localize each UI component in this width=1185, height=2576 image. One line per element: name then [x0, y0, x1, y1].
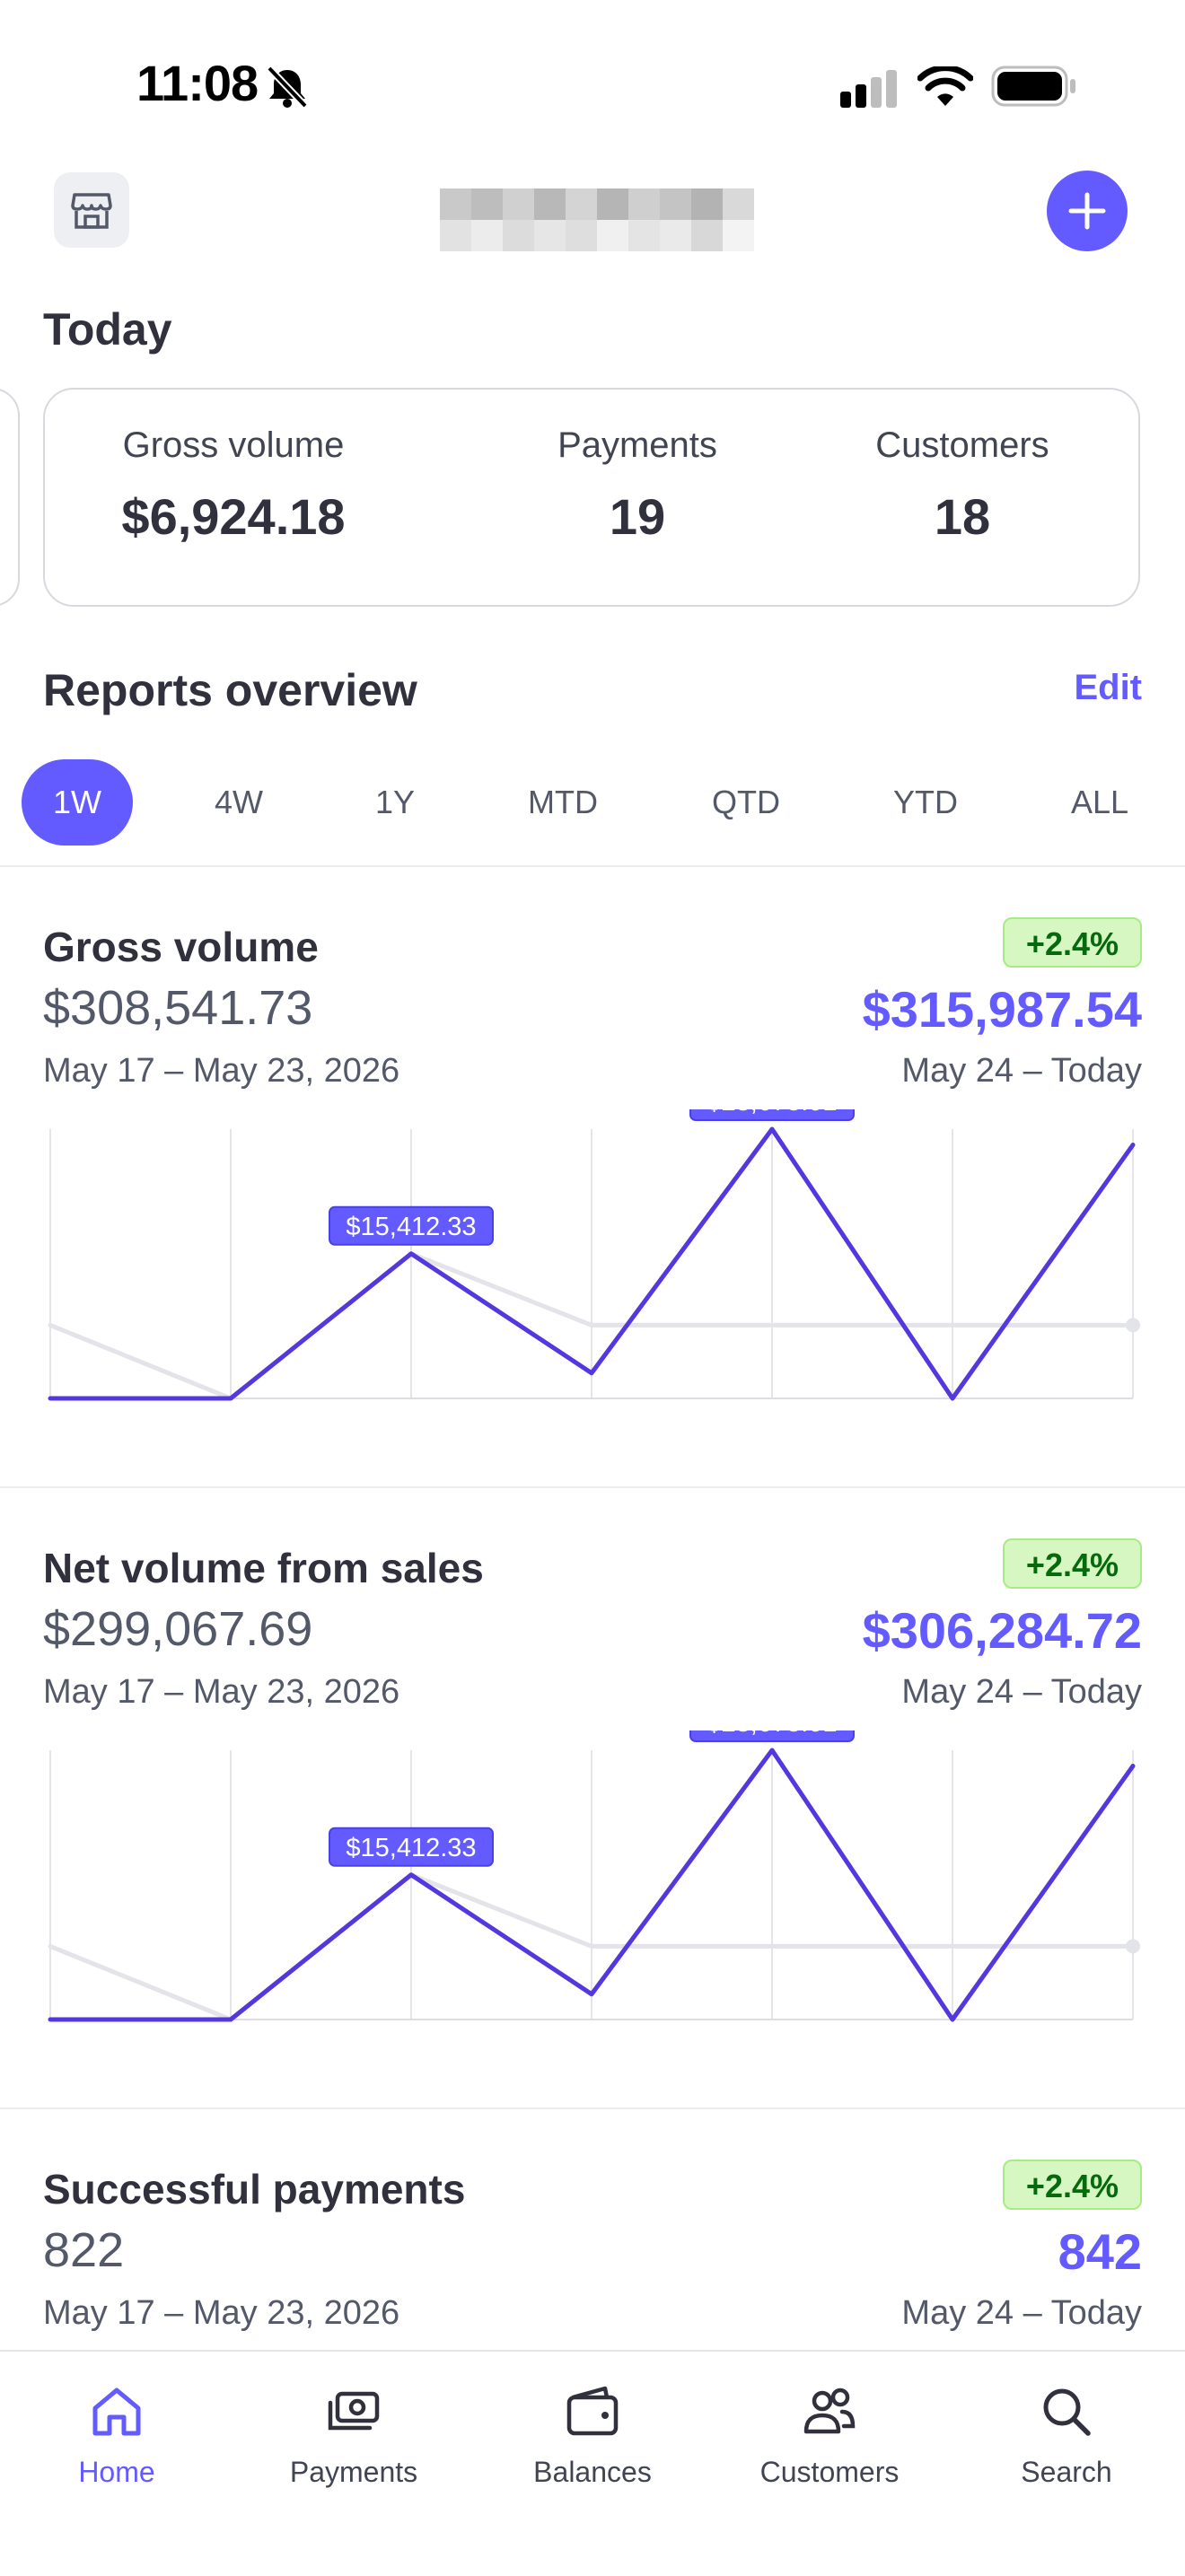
metric-customers: Customers 18	[828, 425, 1097, 546]
range-tab-all[interactable]: ALL	[1070, 784, 1129, 820]
report-title: Gross volume	[43, 924, 319, 970]
edit-button[interactable]: Edit	[1074, 668, 1142, 707]
nav-payments[interactable]: Payments	[255, 2379, 452, 2489]
divider	[0, 2107, 1185, 2109]
range-tab-1y[interactable]: 1Y	[374, 784, 416, 820]
chart-data-label-text: $28,675.01	[707, 1109, 837, 1117]
payments-icon	[328, 2391, 380, 2431]
chart-data-label: $15,412.33	[329, 1827, 494, 1867]
previous-range: May 17 – May 23, 2026	[43, 1052, 400, 1090]
change-badge: +2.4%	[1002, 2160, 1142, 2210]
metric-value: $6,924.18	[121, 488, 346, 545]
report-card-net-volume[interactable]: Net volume from sales +2.4% $299,067.69 …	[0, 1488, 1185, 2107]
store-button[interactable]	[54, 172, 129, 248]
status-time: 11:08	[136, 55, 259, 111]
nav-label: Payments	[289, 2456, 418, 2488]
previous-card-edge[interactable]	[0, 388, 20, 607]
metric-payments: Payments 19	[503, 425, 772, 546]
add-button[interactable]	[1047, 171, 1128, 251]
chart-series-current	[48, 1748, 1136, 2022]
chart-data-label-text: $15,412.33	[346, 1834, 476, 1862]
nav-home[interactable]: Home	[18, 2379, 215, 2489]
nav-label: Home	[78, 2456, 155, 2488]
nav-search[interactable]: Search	[968, 2379, 1165, 2489]
nav-label: Balances	[533, 2456, 652, 2488]
plus-icon	[1068, 192, 1106, 230]
reports-overview-title: Reports overview	[43, 665, 417, 715]
current-value: $306,284.72	[862, 1602, 1142, 1659]
previous-range: May 17 – May 23, 2026	[43, 1673, 400, 1711]
chart-data-label: $15,412.33	[329, 1205, 494, 1246]
current-range: May 24 – Today	[901, 1052, 1142, 1090]
previous-range: May 17 – May 23, 2026	[43, 2294, 400, 2332]
current-range: May 24 – Today	[901, 2294, 1142, 2332]
range-selector: 1W 4W 1Y MTD QTD YTD ALL	[0, 759, 1185, 846]
change-badge: +2.4%	[1002, 917, 1142, 968]
storefront-icon	[71, 193, 112, 229]
report-title: Successful payments	[43, 2166, 466, 2212]
change-badge: +2.4%	[1002, 1538, 1142, 1589]
bottom-nav: Home Payments Balances	[0, 2350, 1185, 2576]
range-tab-ytd[interactable]: YTD	[893, 784, 958, 820]
chart-point-previous-end	[1126, 1318, 1140, 1333]
home-icon	[92, 2388, 141, 2436]
bell-slash-icon	[267, 66, 308, 109]
range-tab-mtd[interactable]: MTD	[528, 784, 598, 820]
metric-label: Gross volume	[122, 425, 345, 465]
divider	[0, 865, 1185, 867]
current-value: $315,987.54	[862, 981, 1142, 1038]
previous-value: 822	[43, 2223, 125, 2277]
wifi-icon	[917, 66, 973, 106]
nav-label: Search	[1021, 2456, 1112, 2488]
today-summary-card[interactable]: Gross volume $6,924.18 Payments 19 Custo…	[43, 388, 1140, 607]
current-value: 842	[1058, 2223, 1142, 2280]
report-card-gross-volume[interactable]: Gross volume +2.4% $308,541.73 $315,987.…	[0, 867, 1185, 1486]
divider	[0, 1486, 1185, 1488]
current-range: May 24 – Today	[901, 1673, 1142, 1711]
nav-balances[interactable]: Balances	[494, 2379, 691, 2489]
today-title: Today	[43, 304, 172, 355]
chart-data-label-bg	[329, 1205, 494, 1246]
chart-data-label-bg	[689, 1109, 855, 1121]
chart-data-label-text: $28,675.01	[707, 1730, 837, 1738]
metric-label: Customers	[875, 425, 1049, 465]
nav-customers[interactable]: Customers	[731, 2379, 928, 2489]
chart-data-label-bg	[329, 1827, 494, 1867]
customers-icon	[803, 2388, 856, 2434]
net-volume-chart[interactable]: $15,412.33 $28,675.01	[0, 1730, 1185, 2036]
report-card-successful-payments[interactable]: Successful payments +2.4% 822 842 May 17…	[0, 2109, 1185, 2350]
chart-data-label: $28,675.01	[689, 1730, 855, 1742]
chart-series-current	[48, 1126, 1136, 1401]
range-tab-4w[interactable]: 4W	[215, 784, 263, 820]
chart-data-label-text: $15,412.33	[346, 1213, 476, 1241]
metric-value: 18	[934, 488, 991, 545]
chart-data-label: $28,675.01	[689, 1109, 855, 1121]
chart-data-label-bg	[689, 1730, 855, 1742]
metric-label: Payments	[557, 425, 717, 465]
search-icon	[1043, 2388, 1091, 2436]
cellular-signal-icon	[840, 70, 897, 108]
nav-label: Customers	[759, 2456, 900, 2488]
account-name-redacted	[440, 188, 754, 251]
previous-value: $308,541.73	[43, 981, 313, 1035]
range-tab-qtd[interactable]: QTD	[712, 784, 780, 820]
wallet-icon	[566, 2386, 619, 2436]
previous-value: $299,067.69	[43, 1602, 313, 1656]
metric-gross-volume: Gross volume $6,924.18	[99, 425, 368, 546]
gross-volume-chart[interactable]: $15,412.33 $28,675.01	[0, 1109, 1185, 1415]
battery-icon	[991, 66, 1075, 107]
report-title: Net volume from sales	[43, 1545, 484, 1591]
metric-value: 19	[609, 488, 666, 545]
range-tab-1w[interactable]: 1W	[22, 759, 133, 846]
chart-point-previous-end	[1126, 1939, 1140, 1954]
